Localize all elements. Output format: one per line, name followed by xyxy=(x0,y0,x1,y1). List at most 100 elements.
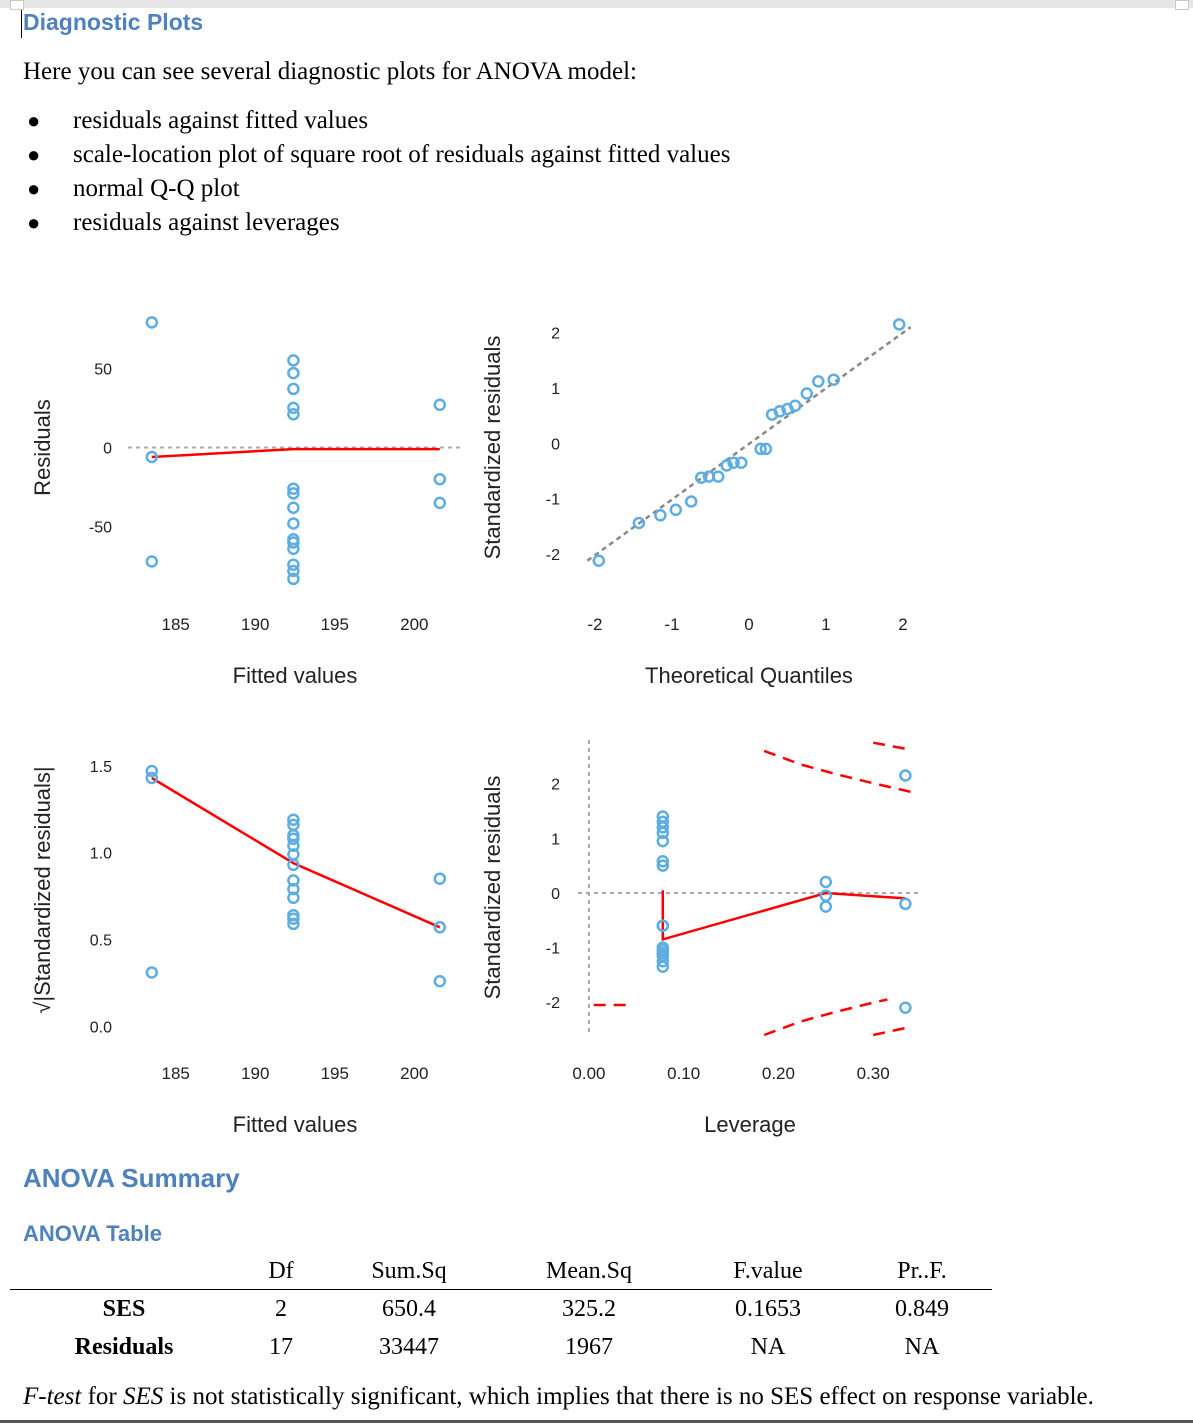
y-tick-label: 1 xyxy=(551,381,560,398)
data-point xyxy=(656,855,670,868)
y-tick-label: 0 xyxy=(103,441,112,458)
data-point xyxy=(711,470,725,483)
y-tick-label: -2 xyxy=(546,995,560,1012)
y-tick-label: 1 xyxy=(551,831,560,848)
plot-panel-1: 185 190 195 200 50 0 -50 Fitted values Residuals xyxy=(30,316,462,688)
data-point xyxy=(145,771,159,785)
table-header-row: Df Sum.Sq Mean.Sq F.value Pr..F. xyxy=(10,1253,992,1290)
page-corner-mark-right xyxy=(1175,0,1189,10)
data-point xyxy=(433,398,447,412)
data-point xyxy=(287,813,300,826)
x-tick-label: 200 xyxy=(400,1064,428,1083)
bullet-icon: ● xyxy=(27,142,41,167)
data-point xyxy=(287,382,300,396)
bullet-list: ● residuals against fitted values ● scale-… xyxy=(0,104,730,240)
x-tick-label: 195 xyxy=(321,615,349,634)
y-tick-label: 1.0 xyxy=(90,846,112,863)
data-point xyxy=(654,509,667,522)
data-point xyxy=(819,900,833,913)
bullet-icon: ● xyxy=(27,176,41,201)
data-point xyxy=(287,517,300,530)
table-cell: 2 xyxy=(275,1295,287,1322)
x-axis-label: Fitted values xyxy=(233,663,358,688)
bullet-text: normal Q-Q plot xyxy=(73,175,240,202)
data-point xyxy=(287,917,300,931)
column-header: F.value xyxy=(684,1253,852,1290)
y-tick-label: -1 xyxy=(546,941,560,958)
column-header xyxy=(10,1253,238,1290)
series-line-cook-lower-2 xyxy=(872,1025,912,1037)
row-header: SES xyxy=(102,1295,146,1322)
table-cell: 650.4 xyxy=(382,1295,436,1322)
data-point xyxy=(433,974,447,988)
data-point xyxy=(827,373,840,386)
table-cell: 325.2 xyxy=(562,1295,616,1322)
data-point xyxy=(819,875,833,889)
y-tick-label: 0.0 xyxy=(90,1019,112,1036)
bullet-icon: ● xyxy=(27,108,41,133)
data-point xyxy=(433,872,447,885)
bullet-text: residuals against fitted values xyxy=(73,107,369,134)
column-header: Pr..F. xyxy=(852,1253,992,1290)
x-axis-label: Theoretical Quantiles xyxy=(645,663,853,688)
list-item: ● normal Q-Q plot xyxy=(0,172,730,206)
x-tick-label: 185 xyxy=(161,615,189,634)
data-point xyxy=(287,558,300,571)
data-point xyxy=(899,769,912,782)
data-point xyxy=(632,516,646,530)
data-point xyxy=(819,889,833,902)
y-tick-label: 50 xyxy=(94,361,112,378)
data-point xyxy=(287,564,300,578)
y-axis-label: Standardized residuals xyxy=(480,776,505,1000)
anova-summary-heading: ANOVA Summary xyxy=(23,1163,240,1193)
x-tick-label: 0.30 xyxy=(857,1064,890,1083)
y-tick-label: 2 xyxy=(551,326,560,343)
data-point xyxy=(287,542,300,556)
y-axis-label: √|Standardized residuals| xyxy=(30,766,55,1013)
data-point xyxy=(287,832,300,846)
data-point xyxy=(287,839,300,852)
data-point xyxy=(656,821,670,834)
data-point xyxy=(287,572,300,586)
x-tick-label: 190 xyxy=(241,1064,269,1083)
x-tick-label: 0.00 xyxy=(572,1064,605,1083)
data-point xyxy=(592,554,606,567)
data-point xyxy=(773,405,787,418)
data-point xyxy=(656,859,670,872)
table-cell: 17 xyxy=(269,1333,293,1360)
data-point xyxy=(656,955,670,968)
section-title: Diagnostic Plots xyxy=(23,9,204,35)
y-tick-label: 2 xyxy=(551,777,560,794)
data-point xyxy=(287,536,300,549)
table-cell: 1967 xyxy=(565,1333,613,1360)
data-point xyxy=(287,882,300,896)
x-tick-label: 200 xyxy=(400,615,428,634)
y-tick-label: -50 xyxy=(89,520,112,537)
x-axis-label: Fitted values xyxy=(233,1112,358,1137)
conclusion-span: is not statistically significant, which … xyxy=(163,1383,1094,1410)
series-line-reference xyxy=(586,326,912,562)
y-tick-label: 1.5 xyxy=(90,759,112,776)
data-point xyxy=(433,472,447,486)
x-tick-label: 0 xyxy=(744,615,753,634)
y-tick-label: -1 xyxy=(546,492,560,509)
table-cell: 0.1653 xyxy=(735,1295,801,1322)
y-axis-label: Residuals xyxy=(30,399,55,496)
series-line-smooth xyxy=(151,776,441,929)
list-item: ● scale-location plot of square root of r… xyxy=(0,138,730,172)
anova-table-heading: ANOVA Table xyxy=(23,1221,162,1246)
data-point xyxy=(287,354,300,367)
bullet-text: residuals against leverages xyxy=(73,209,340,236)
data-point xyxy=(656,834,670,848)
plot-panel-4: 0.00 0.10 0.20 0.30 2 1 0 -1 -2 Leverage Standardi… xyxy=(480,740,922,1137)
page-corner-mark-left xyxy=(10,0,24,10)
column-header: Mean.Sq xyxy=(494,1253,684,1290)
list-item: ● residuals against leverages xyxy=(0,206,730,240)
data-point xyxy=(287,366,300,380)
table-row: SES 2 650.4 325.2 0.1653 0.849 xyxy=(10,1290,992,1329)
data-point xyxy=(287,408,300,421)
y-tick-label: 0 xyxy=(551,436,560,453)
data-point xyxy=(145,764,159,778)
data-point xyxy=(287,891,300,905)
